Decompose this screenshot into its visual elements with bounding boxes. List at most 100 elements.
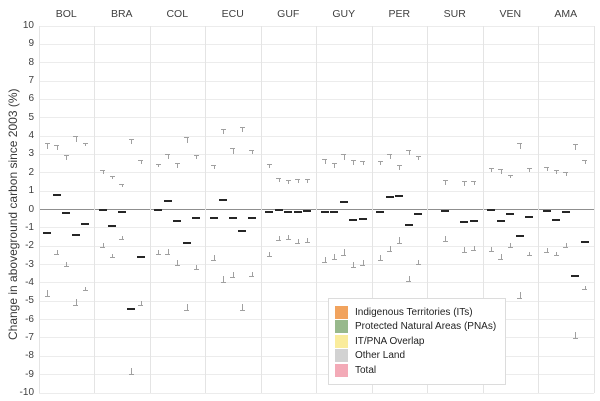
error-whisker: [408, 275, 410, 282]
error-whisker: [102, 170, 104, 174]
error-whisker: [242, 126, 244, 133]
median-line: [265, 211, 274, 214]
error-whisker-cap: [572, 144, 578, 146]
error-whisker-cap: [193, 269, 199, 271]
error-whisker: [324, 257, 326, 262]
median-line: [552, 218, 561, 221]
error-whisker: [353, 159, 355, 166]
y-tick-label: 6: [28, 93, 34, 105]
error-whisker: [56, 145, 58, 150]
error-whisker: [85, 286, 87, 291]
median-line: [320, 211, 329, 214]
y-tick-label: -10: [19, 387, 34, 398]
median-line: [376, 211, 385, 214]
error-whisker: [529, 168, 531, 172]
error-whisker-cap: [276, 239, 282, 241]
error-whisker: [196, 155, 198, 160]
error-whisker: [362, 160, 364, 166]
error-whisker-cap: [526, 168, 532, 170]
median-line: [238, 229, 247, 232]
error-whisker-cap: [165, 154, 171, 156]
error-whisker-cap: [220, 281, 226, 283]
median-line: [293, 211, 302, 214]
error-whisker-cap: [507, 247, 513, 249]
error-whisker: [251, 271, 253, 277]
error-whisker: [75, 136, 77, 142]
error-whisker: [66, 261, 68, 267]
y-tick-label: 5: [28, 111, 34, 123]
error-whisker-cap: [331, 162, 337, 164]
median-line: [274, 208, 283, 211]
median-line: [404, 224, 413, 227]
error-whisker: [362, 259, 364, 265]
facet-separator: [260, 26, 262, 393]
error-whisker-cap: [563, 171, 569, 173]
error-whisker: [546, 248, 548, 252]
error-whisker-cap: [249, 149, 255, 151]
error-whisker-cap: [82, 290, 88, 292]
facet-separator: [482, 26, 484, 393]
median-line: [247, 216, 256, 219]
y-tick-label: -5: [25, 295, 34, 307]
error-whisker-cap: [387, 250, 393, 252]
error-whisker-cap: [415, 263, 421, 265]
error-whisker-cap: [295, 242, 301, 244]
error-whisker-cap: [360, 160, 366, 162]
median-line: [506, 213, 515, 216]
error-whisker-cap: [73, 136, 79, 138]
median-line: [395, 194, 404, 197]
median-line: [117, 211, 126, 214]
median-line: [487, 209, 496, 212]
facet-header: ECU: [221, 8, 244, 20]
error-whisker: [47, 143, 49, 149]
legend-label: Other Land: [355, 350, 406, 362]
median-line: [542, 210, 551, 213]
error-whisker-cap: [138, 304, 144, 306]
median-line: [173, 220, 182, 223]
error-whisker-cap: [276, 178, 282, 180]
error-whisker: [297, 238, 299, 243]
error-whisker: [158, 163, 160, 168]
legend: Indigenous Territories (ITs) Protected N…: [328, 298, 506, 385]
error-whisker: [213, 255, 215, 260]
error-whisker-cap: [563, 247, 569, 249]
median-line: [219, 199, 228, 202]
median-line: [284, 211, 293, 214]
error-whisker: [158, 249, 160, 254]
legend-swatch-indigenous-territories: [335, 305, 348, 319]
error-whisker: [408, 149, 410, 156]
error-whisker: [131, 138, 133, 145]
legend-item-other-land: Other Land: [335, 349, 499, 363]
error-whisker: [269, 251, 271, 257]
median-line: [515, 235, 524, 238]
error-whisker-cap: [553, 255, 559, 257]
error-whisker: [324, 159, 326, 164]
error-whisker-cap: [155, 253, 161, 255]
error-whisker: [75, 299, 77, 305]
error-whisker-cap: [350, 267, 356, 269]
median-line: [98, 209, 107, 212]
error-whisker: [418, 259, 420, 264]
error-whisker: [510, 243, 512, 248]
error-whisker-cap: [488, 168, 494, 170]
error-whisker: [85, 142, 87, 147]
error-whisker: [399, 237, 401, 243]
error-whisker: [131, 368, 133, 374]
error-whisker-cap: [128, 373, 134, 375]
facet-separator: [371, 26, 373, 393]
error-whisker-cap: [82, 142, 88, 144]
error-whisker: [297, 179, 299, 183]
error-whisker-cap: [138, 159, 144, 161]
facet-separator: [94, 26, 95, 393]
error-whisker-cap: [63, 266, 69, 268]
median-line: [108, 225, 117, 227]
error-whisker-cap: [331, 259, 337, 261]
y-tick-label: -2: [25, 240, 34, 252]
error-whisker-cap: [211, 164, 217, 166]
error-whisker-cap: [553, 170, 559, 172]
error-whisker: [251, 149, 253, 155]
legend-swatch-protected-areas: [335, 320, 348, 334]
error-whisker-cap: [54, 145, 60, 147]
median-line: [385, 195, 394, 198]
error-whisker-cap: [230, 277, 236, 279]
